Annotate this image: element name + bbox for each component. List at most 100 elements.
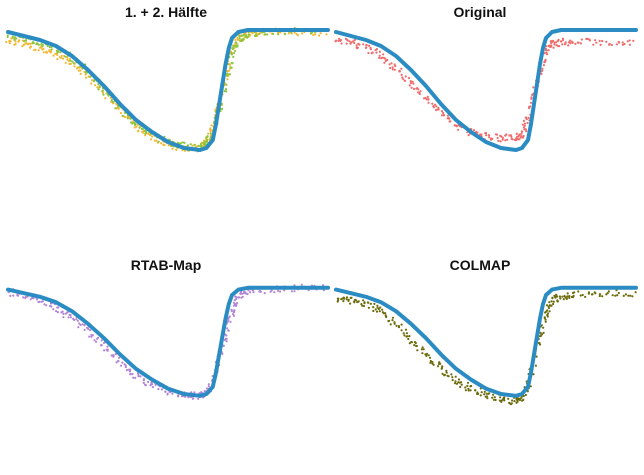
panel-original: Original bbox=[334, 4, 638, 152]
reference-trajectory-line bbox=[334, 28, 638, 152]
data-point bbox=[592, 43, 595, 46]
data-point bbox=[457, 378, 461, 381]
data-point bbox=[69, 62, 72, 65]
data-point bbox=[229, 320, 232, 323]
data-point bbox=[12, 294, 15, 297]
data-point bbox=[541, 67, 544, 70]
data-point bbox=[379, 306, 382, 309]
data-point bbox=[118, 356, 121, 359]
data-point bbox=[378, 50, 381, 53]
data-point bbox=[566, 295, 569, 298]
data-point bbox=[31, 41, 35, 44]
data-point bbox=[551, 297, 554, 300]
data-point bbox=[207, 383, 210, 386]
data-point bbox=[388, 319, 391, 322]
data-point bbox=[568, 295, 571, 298]
data-point bbox=[599, 43, 602, 47]
data-point bbox=[397, 325, 400, 328]
data-point bbox=[29, 45, 33, 48]
data-point bbox=[114, 107, 117, 110]
data-point bbox=[545, 304, 549, 307]
data-point bbox=[346, 39, 349, 42]
data-point bbox=[295, 33, 298, 36]
data-point bbox=[206, 135, 209, 138]
data-point bbox=[62, 312, 65, 315]
data-point bbox=[335, 39, 338, 42]
data-point bbox=[209, 128, 212, 131]
data-point bbox=[319, 32, 322, 35]
data-point bbox=[437, 106, 440, 109]
data-point bbox=[142, 378, 145, 381]
data-point bbox=[227, 317, 230, 320]
data-point bbox=[17, 294, 20, 297]
data-point bbox=[386, 58, 389, 62]
data-point bbox=[242, 38, 245, 41]
data-point bbox=[27, 42, 30, 45]
data-point bbox=[504, 139, 507, 142]
data-point bbox=[225, 340, 228, 343]
data-point bbox=[480, 133, 483, 136]
data-point bbox=[71, 60, 74, 63]
data-point bbox=[562, 298, 565, 301]
data-point bbox=[628, 39, 631, 42]
data-point bbox=[529, 101, 533, 104]
data-point bbox=[56, 53, 59, 57]
data-point bbox=[69, 313, 72, 317]
data-point bbox=[206, 138, 209, 141]
data-point bbox=[351, 40, 354, 43]
data-point bbox=[241, 295, 244, 298]
data-point bbox=[428, 356, 432, 359]
data-point bbox=[264, 33, 267, 36]
data-point bbox=[259, 289, 262, 293]
data-point bbox=[9, 294, 12, 297]
data-point bbox=[372, 309, 375, 313]
data-point bbox=[129, 117, 132, 120]
data-point bbox=[69, 316, 72, 319]
data-point bbox=[325, 33, 328, 36]
data-point bbox=[293, 31, 296, 34]
data-point bbox=[398, 70, 401, 73]
data-point bbox=[42, 47, 45, 51]
data-point bbox=[448, 120, 451, 123]
data-point bbox=[528, 105, 531, 108]
data-point bbox=[276, 289, 280, 292]
data-point bbox=[236, 36, 239, 40]
data-point bbox=[442, 114, 446, 117]
data-point bbox=[270, 289, 273, 292]
data-point bbox=[171, 147, 174, 150]
data-point bbox=[541, 333, 544, 336]
data-point bbox=[391, 68, 394, 71]
data-point bbox=[236, 38, 239, 41]
data-point bbox=[263, 292, 266, 295]
data-point bbox=[443, 374, 446, 377]
data-point bbox=[358, 43, 361, 46]
data-point bbox=[485, 134, 488, 137]
data-point bbox=[403, 334, 406, 337]
data-point bbox=[183, 149, 187, 152]
data-point bbox=[94, 84, 97, 87]
data-point bbox=[545, 51, 548, 54]
data-point bbox=[137, 130, 140, 133]
data-point bbox=[362, 43, 365, 46]
data-point bbox=[369, 302, 372, 305]
data-point bbox=[377, 307, 380, 311]
data-point bbox=[41, 45, 44, 48]
data-point bbox=[455, 382, 459, 385]
data-point bbox=[555, 293, 558, 296]
data-point bbox=[160, 388, 163, 391]
data-point bbox=[300, 283, 303, 286]
data-point bbox=[23, 43, 26, 46]
data-point bbox=[394, 64, 397, 68]
data-point bbox=[345, 298, 348, 301]
data-point bbox=[455, 125, 458, 128]
data-point bbox=[403, 79, 406, 82]
data-point bbox=[233, 309, 236, 312]
data-point bbox=[134, 376, 137, 379]
data-point bbox=[404, 328, 408, 331]
data-point bbox=[133, 123, 137, 127]
data-point bbox=[349, 42, 352, 45]
data-point bbox=[115, 361, 118, 364]
data-point bbox=[427, 354, 430, 357]
data-point bbox=[588, 39, 592, 42]
data-point bbox=[549, 45, 553, 48]
